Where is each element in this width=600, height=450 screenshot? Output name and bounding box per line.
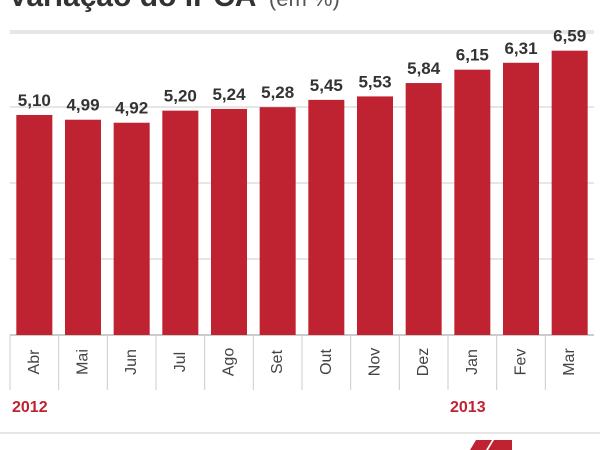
x-tick-label: Ago [221, 348, 238, 377]
bar [64, 119, 101, 335]
x-tick-label: Mai [75, 349, 92, 375]
publisher-logo-icon [470, 440, 512, 450]
value-label: 5,24 [212, 85, 246, 104]
x-tick-label: Set [269, 349, 286, 374]
bar [454, 69, 491, 336]
bar [356, 96, 393, 335]
x-tick-label: Dez [415, 348, 432, 376]
bar [551, 50, 588, 335]
value-label: 4,99 [66, 96, 99, 115]
bar [308, 99, 345, 336]
x-tick-label: Abr [26, 349, 43, 375]
x-tick-label: Jul [172, 352, 189, 372]
value-label: 6,15 [456, 46, 489, 65]
bar [502, 62, 539, 336]
value-label: 4,92 [115, 99, 148, 118]
value-label: 5,10 [18, 91, 51, 110]
year-labels: 2012 2013 [12, 399, 486, 416]
bar [162, 110, 199, 335]
value-labels: 5,10 4,99 4,92 5,20 5,24 5,28 5,45 5,53 5,84 6,15… [18, 27, 586, 118]
value-label: 5,28 [261, 83, 294, 102]
x-tick-label: Nov [367, 348, 384, 376]
bar [16, 114, 53, 335]
x-tick-label: Mar [561, 348, 578, 376]
chart-title-unit: (em %) [269, 0, 340, 11]
bars [16, 50, 588, 336]
value-label: 5,84 [407, 59, 441, 78]
year-label: 2012 [12, 399, 48, 416]
bar [113, 122, 150, 336]
value-label: 6,59 [553, 27, 586, 46]
x-tick-labels: Abr Mai Jun Jul Ago Set Out Nov Dez Jan Fev Mar [9, 335, 578, 390]
x-tick-label: Jan [464, 349, 481, 375]
bar [405, 83, 442, 335]
x-tick-label: Fev [513, 349, 530, 376]
chart-title-main: Variação do IPCA [8, 0, 256, 13]
chart-title: Variação do IPCA (em %) [8, 0, 340, 13]
value-label: 6,31 [504, 39, 537, 58]
bar [210, 108, 247, 336]
value-label: 5,53 [358, 72, 391, 91]
x-tick-label: Out [318, 349, 335, 375]
year-label: 2013 [450, 399, 486, 416]
value-label: 5,20 [164, 87, 197, 106]
x-tick-label: Jun [123, 349, 140, 375]
value-label: 5,45 [310, 76, 343, 95]
bar [259, 107, 296, 336]
